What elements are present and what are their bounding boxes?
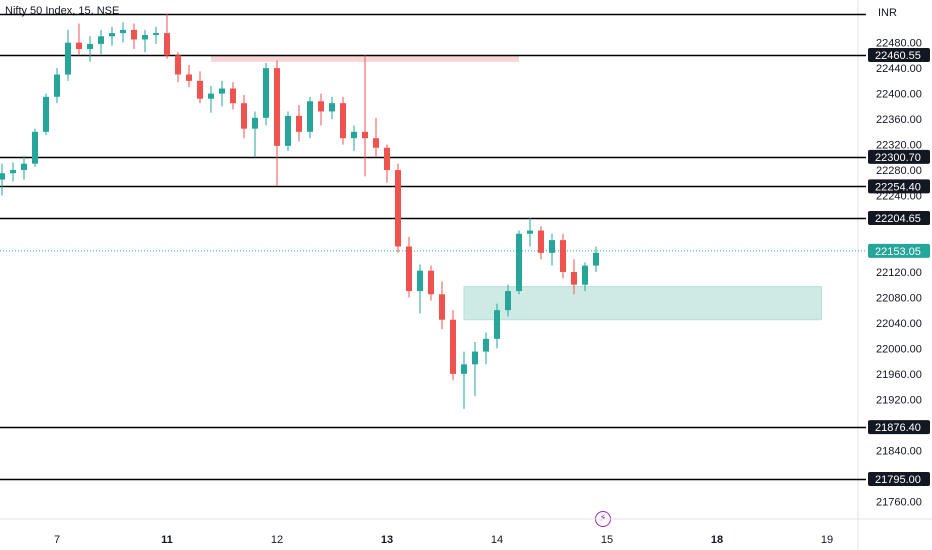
y-tick-label: 22080.00 [876,292,922,304]
level-price-label: 21795.00 [875,474,921,486]
y-tick-label: 21760.00 [876,496,922,508]
candle-body [109,33,115,37]
y-tick-label: 22400.00 [876,89,922,101]
level-price-label: 22204.65 [875,213,921,225]
candle-body [461,364,467,374]
x-tick-label: 13 [381,534,393,546]
y-tick-label: 21960.00 [876,369,922,381]
last-price-badge [868,243,930,258]
level-price-badge [868,420,930,435]
candle-body [230,88,236,104]
level-price-badge [868,48,930,63]
candle-body [153,33,159,36]
y-tick-label: 22040.00 [876,318,922,330]
candle-body [362,131,368,139]
y-tick-label: 22240.00 [876,191,922,203]
candle-body [76,42,82,50]
candle-body [54,74,60,97]
y-tick-label: 22360.00 [876,114,922,126]
level-price-label: 22300.70 [875,152,921,164]
y-tick-label: 22440.00 [876,63,922,75]
candle-body [219,88,225,94]
candle-body [516,233,522,292]
level-price-badge [868,179,930,194]
candle-body [296,115,302,132]
candle-body [274,68,280,146]
candle-body [32,131,38,164]
candle-body [373,138,379,148]
y-tick-label: 22120.00 [876,267,922,279]
candle-body [318,101,324,112]
candle-body [406,246,412,292]
y-tick-label: 22480.00 [876,38,922,50]
currency-label[interactable]: INR [878,7,897,19]
y-tick-label: 22280.00 [876,165,922,177]
candle-body [285,115,291,146]
candle-body [340,103,346,139]
candle-body [21,163,27,171]
y-tick-label: 22320.00 [876,140,922,152]
y-tick-label: 21840.00 [876,445,922,457]
candle-body [527,230,533,234]
candle-body [417,270,423,292]
candle-body [131,29,137,40]
candle-body [263,68,269,118]
candle-body [0,173,5,180]
level-price-badge [868,149,930,164]
candle-body [120,29,126,34]
x-tick-label: 18 [711,534,723,546]
candle-body [538,230,544,253]
level-price-label: 21876.40 [875,422,921,434]
candle-body [98,36,104,44]
candle-body [307,101,313,132]
candle-body [241,103,247,129]
candle-body [428,270,434,295]
candle-body [10,170,16,174]
last-price-label: 22153.05 [875,246,921,258]
candle-body [186,74,192,81]
candle-body [384,147,390,171]
candle-body [549,240,555,253]
candle-body [142,35,148,40]
candle-body [87,43,93,50]
y-tick-label: 21920.00 [876,394,922,406]
candle-body [252,117,258,129]
x-tick-label: 7 [54,534,60,546]
candle-body [439,294,445,320]
candle-body [395,170,401,247]
candle-body [450,319,456,374]
candle-body [164,33,170,56]
candle-body [351,131,357,139]
candle-body [329,103,335,112]
candle-body [175,55,181,75]
candle-body [43,96,49,132]
x-tick-label: 19 [821,534,833,546]
x-tick-label: 14 [491,534,503,546]
y-tick-label: 22000.00 [876,343,922,355]
candle-body [483,338,489,352]
level-price-badge [868,211,930,226]
candle-body [582,265,588,285]
candle-body [65,42,71,75]
demand-zone [463,286,822,321]
x-tick-label: 11 [161,534,173,546]
candle-body [494,310,500,339]
level-price-label: 22460.55 [875,50,921,62]
candle-body [208,93,214,99]
candle-body [593,252,599,266]
level-price-badge [868,471,930,486]
candle-body [505,291,511,311]
candle-body [197,80,203,99]
x-tick-label: 15 [601,534,613,546]
x-tick-label: 12 [271,534,283,546]
candle-body [560,240,566,272]
candle-body [472,351,478,365]
candle-body [571,271,577,285]
level-price-label: 22254.40 [875,181,921,193]
